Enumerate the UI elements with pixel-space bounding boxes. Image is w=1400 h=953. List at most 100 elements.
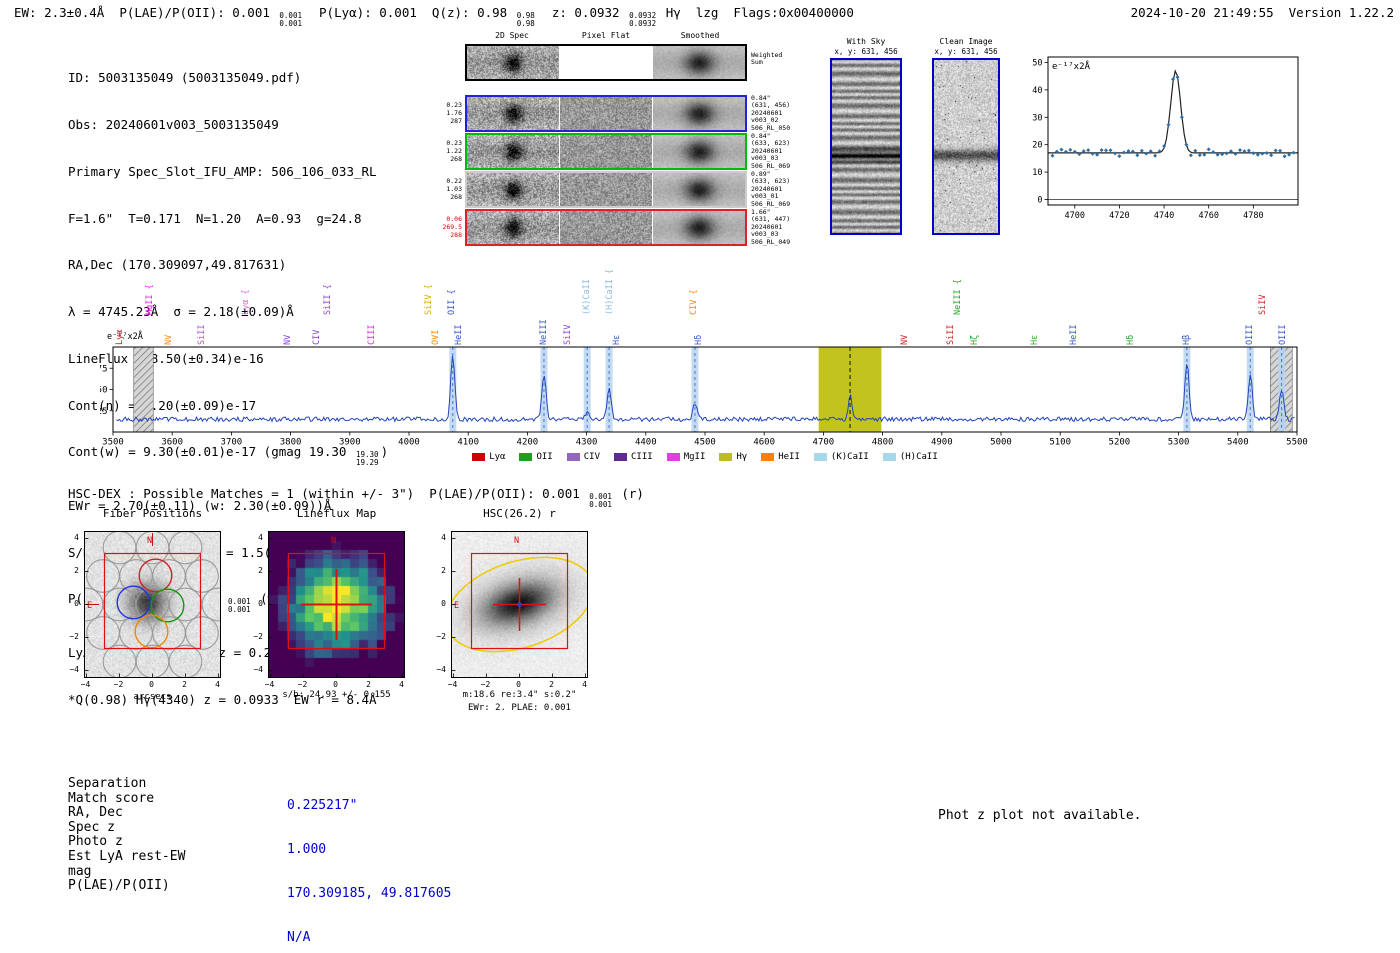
fiber-circle-green: [150, 588, 185, 623]
svg-text:4100: 4100: [457, 438, 479, 448]
emission-line-label: Hδ: [1126, 334, 1137, 345]
emission-line-label: (H)CaII {: [605, 268, 616, 315]
legend-label: (H)CaII: [899, 452, 938, 462]
legend-swatch: [519, 453, 533, 461]
emission-line-label: Lyα {: [240, 289, 251, 315]
compass-n-label: N: [331, 536, 336, 546]
spec2d-row: [465, 95, 747, 132]
clean-image-xy: x, y: 631, 456: [934, 47, 998, 56]
axis-tick-label: 0: [74, 598, 79, 608]
legend-label: CIV: [583, 452, 600, 462]
hsc-caption-2: EWr: 2. PLAE: 0.001: [468, 703, 571, 713]
emission-line-label: HeII: [1068, 324, 1079, 345]
spec2d-row-weights: 0.23 1.76 287: [446, 101, 462, 125]
header-summary: z: 0.0932: [536, 5, 628, 20]
axis-tick-label: 4: [215, 680, 220, 689]
emission-line-label: SiIV: [1258, 294, 1269, 315]
emission-line-label: NV: [283, 334, 294, 345]
fiber-positions-cutout: N E: [84, 531, 221, 678]
hsc-header-text: (r): [613, 486, 644, 501]
svg-text:50: 50: [1032, 58, 1042, 68]
smoothed-image: [653, 135, 745, 168]
legend-label: HeII: [778, 452, 800, 462]
fiber-circle-red: [138, 558, 173, 593]
emission-line-label: Hζ: [969, 334, 980, 345]
info-line: Obs: 20240601v003_5003135049: [68, 116, 279, 132]
spec2d-row-info: 1.66" (631, 447) 20240601 v003_03 506_RL_049: [751, 208, 791, 246]
with-sky-image: [832, 60, 900, 233]
lineflux-overlay: N: [269, 536, 403, 677]
axis-tick-label: 2: [74, 565, 79, 575]
emission-line-label: Hε: [1030, 334, 1041, 345]
legend-item: CIV: [566, 452, 600, 462]
legend-swatch: [566, 453, 580, 461]
header-datetime: 2024-10-20 21:49:55 Version 1.22.2: [1131, 5, 1394, 20]
svg-text:4600: 4600: [753, 438, 775, 448]
header-summary: P(Lyα): 0.001 Q(z): 0.98: [303, 5, 515, 20]
axis-tick-label: −2: [480, 680, 491, 689]
weighted-label-line: Weighted: [751, 51, 783, 59]
ifu-extent-box: [287, 552, 386, 650]
spec2d-row: [465, 171, 747, 208]
smoothed-image: [653, 211, 745, 244]
emission-line-label: NV: [900, 334, 911, 345]
axis-tick-label: −4: [264, 680, 275, 689]
legend-label: Hγ: [736, 452, 748, 462]
legend-item: Lyα: [472, 452, 505, 462]
axis-ticks: [269, 538, 403, 677]
info-line: F=1.6" T=0.171 N=1.20 A=0.93 g=24.8: [68, 210, 362, 226]
spec2d-row-info: 0.89" (633, 623) 20240601 v003_01 506_RL_069: [751, 170, 791, 208]
axis-tick-label: 2: [182, 680, 187, 689]
svg-text:4500: 4500: [694, 438, 716, 448]
legend-item: CIII: [614, 452, 653, 462]
axis-tick-label: −4: [253, 664, 263, 674]
axis-tick-label: 4: [582, 680, 587, 689]
svg-text:4700: 4700: [813, 438, 835, 448]
table-row-label: mag: [68, 863, 92, 879]
pixel-flat-image: [560, 97, 652, 130]
photz-note: Phot z plot not available.: [938, 808, 1142, 823]
plae-uncertainty: 0.001 0.001: [279, 11, 302, 28]
svg-text:40: 40: [1032, 86, 1042, 96]
info-line: Cont(n) = 8.20(±0.09)e-17: [68, 397, 257, 413]
info-line: Primary Spec_Slot_IFU_AMP: 506_106_033_R…: [68, 163, 377, 179]
info-line: ID: 5003135049 (5003135049.pdf): [68, 70, 302, 86]
hsc-header-text: HSC-DEX : Possible Matches = 1 (within +…: [68, 486, 588, 501]
table-row-value: N/A: [287, 929, 311, 945]
table-row-value: 1.000: [287, 841, 327, 857]
info-line: *Q(0.98) Hγ(4340) z = 0.0933 EW r = 8.4Å: [68, 691, 377, 707]
legend-item: (H)CaII: [882, 452, 938, 462]
legend-label: Lyα: [489, 452, 506, 462]
compass-e-label: E: [87, 601, 92, 611]
fiber-circle-blue: [116, 585, 151, 620]
svg-text:5300: 5300: [1168, 438, 1190, 448]
axis-tick-label: 2: [441, 565, 446, 575]
smoothed-image: [653, 46, 745, 79]
axis-ticks: [452, 538, 586, 677]
legend-swatch: [761, 453, 775, 461]
svg-text:4000: 4000: [398, 438, 420, 448]
svg-text:3700: 3700: [221, 438, 243, 448]
emission-line-label: OII {: [446, 289, 457, 315]
svg-text:25: 25: [100, 407, 108, 417]
fiber-xaxis-label: arcsecs: [133, 692, 172, 702]
legend-label: (K)CaII: [830, 452, 869, 462]
svg-text:3500: 3500: [102, 438, 124, 448]
emission-line-label: CIII: [366, 324, 377, 345]
spectrum-legend: Lyα OII CIV CIII MgII Hγ HeII (K)CaII (H)CaII: [113, 452, 1297, 462]
svg-text:4740: 4740: [1154, 211, 1174, 221]
svg-text:50: 50: [100, 386, 108, 396]
col-header-2dspec: 2D Spec: [495, 31, 529, 40]
table-row-label: Photo z: [68, 834, 123, 850]
match-table-labels: Separation Match score RA, Dec Spec z Ph…: [68, 776, 185, 894]
emission-line-label: HeII: [454, 324, 465, 345]
axis-tick-label: 4: [258, 532, 263, 542]
emission-line-label: (K)CaII: [581, 279, 592, 315]
svg-text:5000: 5000: [990, 438, 1012, 448]
axis-tick-label: 0: [441, 598, 446, 608]
emission-line-label: Lyα: [115, 329, 126, 345]
clean-image-panel: [932, 58, 1000, 235]
svg-text:4760: 4760: [1198, 211, 1218, 221]
axis-tick-label: −4: [69, 664, 79, 674]
